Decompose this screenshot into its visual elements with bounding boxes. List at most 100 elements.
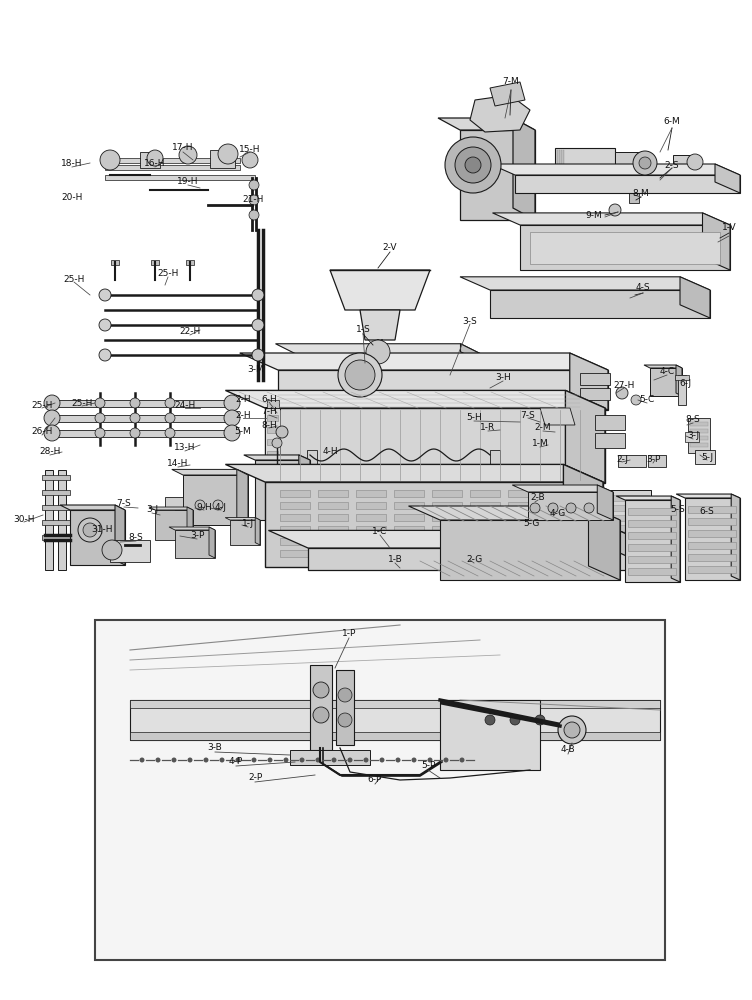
Circle shape [249, 210, 259, 220]
Text: 1-V: 1-V [722, 224, 736, 232]
Circle shape [44, 395, 60, 411]
Polygon shape [275, 344, 483, 355]
Bar [688, 518, 736, 525]
Bar [688, 506, 736, 513]
Circle shape [558, 716, 586, 744]
Bar [42, 535, 70, 540]
Circle shape [100, 150, 120, 170]
Circle shape [204, 758, 208, 762]
Bar [440, 700, 540, 770]
Bar [688, 530, 736, 537]
Bar [690, 422, 708, 426]
Polygon shape [130, 732, 660, 740]
Bar [628, 544, 676, 551]
Bar [605, 505, 649, 511]
Polygon shape [589, 506, 620, 580]
Bar [561, 150, 562, 184]
Text: 22-H: 22-H [180, 328, 201, 336]
Bar [530, 232, 720, 264]
Polygon shape [460, 344, 483, 363]
Bar [111, 260, 119, 265]
Circle shape [299, 758, 305, 762]
Circle shape [396, 758, 401, 762]
Polygon shape [676, 365, 682, 396]
Bar [688, 554, 736, 561]
Bar [675, 375, 689, 380]
Bar [508, 490, 538, 497]
Bar [605, 545, 649, 551]
Circle shape [616, 387, 628, 399]
Polygon shape [169, 527, 215, 530]
Circle shape [156, 758, 160, 762]
Bar [267, 427, 278, 433]
Text: 8-S: 8-S [686, 416, 700, 424]
Bar [336, 670, 354, 745]
Polygon shape [255, 518, 260, 545]
Text: 3-H: 3-H [495, 373, 511, 382]
Circle shape [347, 758, 353, 762]
Text: 27-H: 27-H [614, 380, 635, 389]
Bar [695, 450, 715, 464]
Circle shape [99, 289, 111, 301]
Bar [290, 750, 370, 765]
Bar [603, 490, 651, 562]
Bar [394, 502, 424, 509]
Bar [432, 502, 462, 509]
Circle shape [242, 152, 258, 168]
Bar [557, 150, 558, 184]
Bar [490, 450, 500, 464]
Bar [356, 502, 386, 509]
Bar [580, 373, 610, 385]
Text: 3-J: 3-J [146, 506, 158, 514]
Circle shape [252, 319, 264, 331]
Polygon shape [520, 225, 730, 270]
Circle shape [224, 395, 240, 411]
Circle shape [272, 438, 282, 448]
Polygon shape [60, 505, 125, 510]
Text: 25-H: 25-H [71, 398, 92, 408]
Bar [318, 502, 348, 509]
Bar [267, 400, 279, 408]
Text: 1-B: 1-B [387, 556, 402, 564]
Circle shape [44, 425, 60, 441]
Circle shape [140, 758, 144, 762]
Bar [470, 550, 500, 557]
Circle shape [130, 398, 140, 408]
Polygon shape [715, 164, 740, 193]
Text: 9-H: 9-H [196, 502, 212, 512]
Bar [688, 542, 736, 549]
Bar [605, 555, 649, 561]
Text: 4-P: 4-P [229, 758, 243, 766]
Text: 7-H: 7-H [261, 408, 277, 416]
Polygon shape [225, 518, 260, 520]
Polygon shape [70, 510, 125, 565]
Polygon shape [299, 455, 310, 520]
Bar [318, 526, 348, 533]
Text: 8-M: 8-M [632, 188, 650, 198]
Text: 5-G: 5-G [523, 520, 539, 528]
Bar [267, 413, 279, 421]
Text: 4-S: 4-S [635, 284, 650, 292]
Polygon shape [187, 507, 193, 540]
Text: 2-G: 2-G [466, 556, 482, 564]
Text: 1-J: 1-J [242, 520, 254, 528]
Bar [546, 514, 576, 521]
Circle shape [95, 398, 105, 408]
Circle shape [249, 180, 259, 190]
Bar [265, 408, 280, 483]
Circle shape [224, 425, 240, 441]
Polygon shape [512, 485, 613, 492]
Polygon shape [308, 548, 658, 570]
Text: 3-P: 3-P [190, 532, 205, 540]
Bar [280, 526, 310, 533]
Bar [615, 152, 640, 182]
Text: 17-H: 17-H [172, 143, 194, 152]
Polygon shape [490, 290, 710, 318]
Text: 31-H: 31-H [91, 526, 113, 534]
Text: 14-H: 14-H [167, 460, 189, 468]
Bar [186, 260, 194, 265]
Text: 4-B: 4-B [561, 746, 575, 754]
Text: 2-P: 2-P [248, 774, 262, 782]
Bar [140, 152, 160, 168]
Bar [110, 540, 150, 562]
